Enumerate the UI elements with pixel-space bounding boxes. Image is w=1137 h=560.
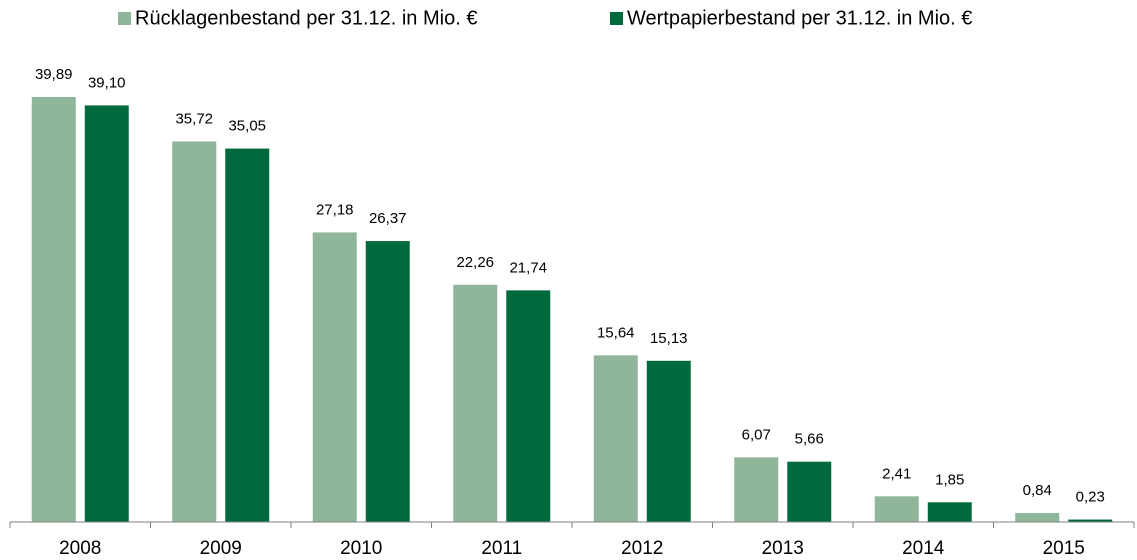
value-label: 22,26 [456, 254, 494, 271]
x-tick-label: 2015 [1043, 538, 1085, 559]
bar [172, 141, 217, 523]
value-label: 39,89 [35, 66, 73, 83]
value-label: 27,18 [316, 201, 354, 218]
value-label: 2,41 [882, 465, 911, 482]
value-label: 15,13 [650, 330, 688, 347]
bar [1068, 519, 1113, 522]
bar [593, 355, 638, 522]
value-label: 21,74 [509, 259, 547, 276]
x-tick-label: 2014 [902, 538, 945, 559]
bar [225, 148, 270, 522]
x-tick-label: 2010 [340, 538, 382, 559]
x-tick-label: 2008 [59, 538, 101, 559]
value-label: 39,10 [88, 74, 126, 91]
bar [84, 105, 129, 522]
bar [734, 457, 779, 522]
value-label: 26,37 [369, 210, 407, 227]
x-tick-label: 2009 [200, 538, 242, 559]
value-label: 5,66 [795, 431, 824, 448]
x-tick-label: 2012 [621, 538, 663, 559]
legend-label: Rücklagenbestand per 31.12. in Mio. € [135, 7, 477, 29]
bar [646, 360, 691, 522]
bar [874, 496, 919, 522]
value-label: 6,07 [742, 426, 771, 443]
value-label: 1,85 [935, 471, 964, 488]
x-tick-label: 2013 [762, 538, 804, 559]
bar [31, 97, 76, 522]
bar [787, 461, 832, 522]
value-label: 0,23 [1076, 489, 1105, 506]
bar [453, 284, 498, 522]
value-label: 35,05 [228, 118, 266, 135]
bar [312, 232, 357, 522]
legend-label: Wertpapierbestand per 31.12. in Mio. € [627, 7, 972, 29]
legend-swatch [610, 12, 623, 25]
x-tick-label: 2011 [481, 538, 522, 559]
value-label: 15,64 [597, 324, 635, 341]
bar [365, 241, 410, 522]
value-label: 0,84 [1023, 482, 1052, 499]
bar [927, 502, 972, 522]
legend-swatch [118, 12, 131, 25]
value-label: 35,72 [175, 110, 213, 127]
bar [506, 290, 551, 522]
bar [1015, 513, 1060, 522]
